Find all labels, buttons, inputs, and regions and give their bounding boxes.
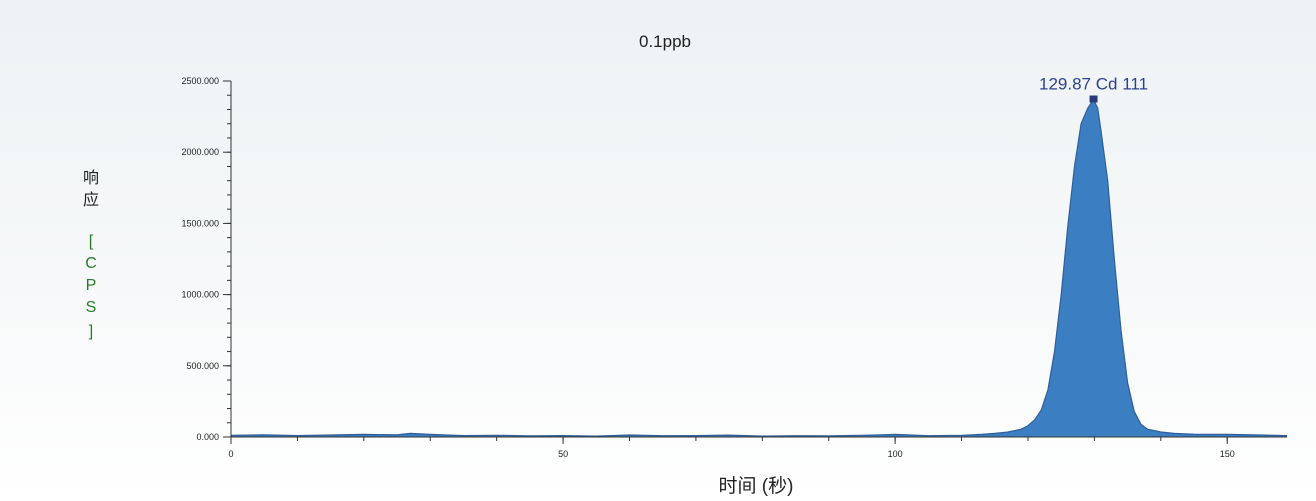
x-axis: 0 50 100 150 [228,436,1287,459]
y-axis-title-char: 应 [83,190,99,209]
y-axis: 0.000 500.000 1000.000 1500.000 2000.000 2500… [181,76,232,442]
y-tick-label: 2000.000 [181,147,219,157]
peak-label: 129.87 Cd 111 [1039,75,1148,94]
annotations: 129.87 Cd 111 [1039,75,1148,103]
y-axis-title: 响应 [ CPS] [83,169,99,340]
y-tick-label: 0.000 [196,432,219,442]
y-tick-label: 1000.000 [181,290,219,300]
y-axis-title-char: 响 [83,169,99,187]
y-axis-title-char: ] [89,323,93,340]
plot-area [230,98,1288,437]
peak-marker [1089,95,1098,103]
y-tick-label: 500.000 [186,361,219,371]
y-tick-label: 2500.000 [181,76,219,86]
y-axis-title-char: S [86,299,97,316]
x-tick-label: 0 [228,449,233,459]
x-tick-label: 100 [888,449,903,459]
y-tick-label: 1500.000 [181,218,219,228]
x-tick-label: 150 [1220,449,1235,459]
x-tick-label: 50 [558,449,568,459]
y-axis-title-char: C [85,255,97,272]
y-axis-title-char: [ [89,233,94,250]
chart-title: 0.1ppb [639,32,691,51]
y-axis-title-char: P [86,277,97,294]
x-axis-title: 时间 (秒) [719,475,794,497]
series-line-0 [230,98,1288,437]
series-area-0 [231,99,1287,437]
